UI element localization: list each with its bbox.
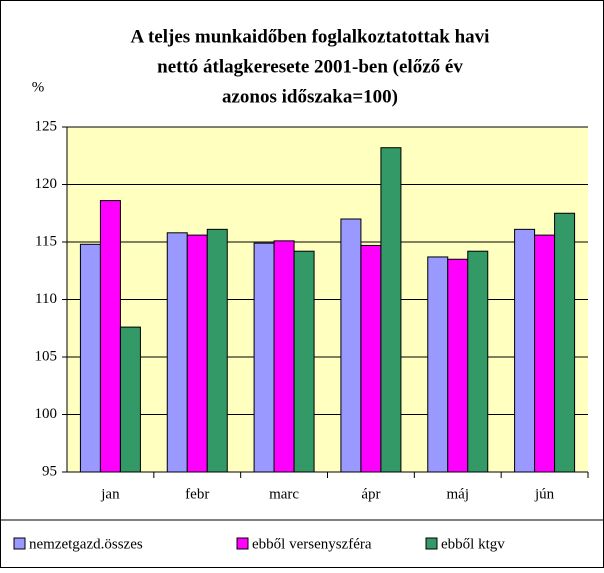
bar <box>79 243 101 473</box>
legend-swatch <box>13 537 26 550</box>
y-tick-label: 115 <box>35 233 57 249</box>
legend-label: nemzetgazd.összes <box>29 536 143 552</box>
bar <box>119 326 141 473</box>
y-axis-label: % <box>32 79 45 95</box>
bar <box>206 228 228 473</box>
chart-title: A teljes munkaidőben foglalkoztatottak h… <box>131 26 490 47</box>
legend-swatch <box>236 537 249 550</box>
x-tick-label: máj <box>447 486 470 502</box>
bar <box>427 256 449 473</box>
bar <box>360 244 382 473</box>
y-tick-label: 100 <box>35 406 58 422</box>
y-tick-label: 95 <box>42 463 57 479</box>
legend-label: ebből ktgv <box>441 536 505 552</box>
chart-title: azonos időszaka=100) <box>222 86 398 107</box>
y-tick-label: 105 <box>35 348 58 364</box>
y-tick-label: 120 <box>35 176 58 192</box>
bar <box>293 250 315 473</box>
bar <box>273 240 295 473</box>
bar <box>253 242 275 473</box>
bar <box>340 218 362 473</box>
bar <box>447 258 469 473</box>
x-tick-label: jan <box>100 486 120 502</box>
x-tick-label: ápr <box>361 486 380 502</box>
bar <box>99 200 121 473</box>
y-tick-label: 110 <box>35 291 57 307</box>
bar <box>380 147 402 473</box>
x-tick-label: jún <box>534 486 555 502</box>
y-tick-label: 125 <box>35 118 58 134</box>
bar <box>166 232 188 473</box>
x-tick-label: marc <box>269 486 299 502</box>
bar <box>186 234 208 473</box>
x-tick-label: febr <box>185 486 209 502</box>
legend-swatch <box>425 537 438 550</box>
chart-title: nettó átlagkeresete 2001-ben (előző év <box>157 56 463 77</box>
bar <box>534 234 556 473</box>
bar <box>554 212 576 473</box>
legend-label: ebből versenyszféra <box>252 536 372 552</box>
bar <box>514 228 536 473</box>
bar <box>467 250 489 473</box>
